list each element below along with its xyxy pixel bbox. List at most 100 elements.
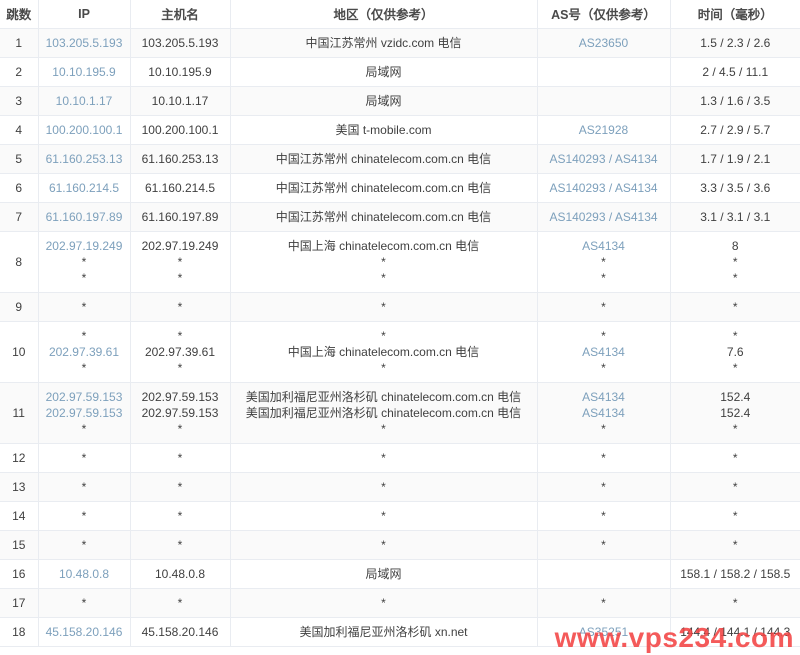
cell-line: 202.97.19.249 (141, 238, 219, 253)
cell-line: 61.160.214.5 (144, 180, 216, 195)
table-row: 2 10.10.195.9 10.10.195.9 局域网 2 / 4.5 / 11.… (0, 57, 800, 87)
cell-ip: 10.10.195.9 (37, 57, 130, 87)
as-link[interactable]: AS4134 (582, 405, 625, 420)
ip-link[interactable]: 100.200.100.1 (45, 122, 123, 137)
cell-line: 局域网 (365, 93, 402, 108)
cell-time: * 7.6 * (669, 321, 800, 383)
cell-host: * (129, 530, 230, 560)
cell-line: 10.10.1.17 (151, 93, 209, 108)
cell-ip: 202.97.19.249 * * (37, 231, 130, 293)
cell-line: * (601, 421, 606, 436)
cell-time: 158.1 / 158.2 / 158.5 (669, 559, 800, 589)
cell-ip: 103.205.5.193 (37, 28, 130, 58)
cell-line: * (601, 479, 606, 494)
hop-number: 12 (12, 450, 26, 465)
table-row: 12 * * * * * (0, 443, 800, 473)
as-link[interactable]: AS35251 (578, 624, 629, 639)
cell-host: 61.160.214.5 (129, 173, 230, 203)
cell-line: 美国加利福尼亚州洛杉矶 chinatelecom.com.cn 电信 (245, 389, 522, 404)
as-link[interactable]: AS4134 (582, 344, 625, 359)
cell-line: 中国上海 chinatelecom.com.cn 电信 (287, 344, 480, 359)
cell-host: 45.158.20.146 (129, 617, 230, 647)
ip-link[interactable]: 103.205.5.193 (45, 35, 123, 50)
as-link[interactable]: AS4134 (582, 238, 625, 253)
as-link[interactable]: AS4134 (582, 389, 625, 404)
ip-link[interactable]: 45.158.20.146 (45, 624, 123, 639)
as-link[interactable]: AS140293 / AS4134 (549, 180, 658, 195)
cell-as: * (536, 443, 670, 473)
cell-line: * (177, 479, 183, 494)
ip-link[interactable]: 61.160.253.13 (45, 151, 123, 166)
ip-link[interactable]: 10.48.0.8 (58, 566, 110, 581)
column-header-time: 时间（毫秒） (669, 0, 800, 29)
cell-line: * (81, 328, 87, 343)
ip-link[interactable]: 202.97.19.249 (45, 238, 123, 253)
cell-line: * (732, 450, 738, 465)
cell-line: 1.5 / 2.3 / 2.6 (700, 35, 771, 50)
ip-link[interactable]: 61.160.214.5 (48, 180, 120, 195)
cell-line: 3.3 / 3.5 / 3.6 (700, 180, 771, 195)
cell-line: * (732, 360, 738, 375)
table-row: 14 * * * * * (0, 501, 800, 531)
cell-line: 103.205.5.193 (141, 35, 219, 50)
cell-region: 局域网 (229, 57, 537, 87)
column-header-hop: 跳数 (0, 0, 38, 29)
cell-time: * (669, 530, 800, 560)
cell-host: * (129, 443, 230, 473)
ip-link[interactable]: 61.160.197.89 (45, 209, 123, 224)
cell-hop: 7 (0, 202, 38, 232)
cell-as: * (536, 472, 670, 502)
cell-line: * (177, 360, 183, 375)
cell-line: * (81, 450, 87, 465)
cell-line: 45.158.20.146 (141, 624, 219, 639)
cell-hop: 17 (0, 588, 38, 618)
cell-region: 美国 t-mobile.com (229, 115, 537, 145)
cell-region: 中国江苏常州 chinatelecom.com.cn 电信 (229, 173, 537, 203)
cell-line: * (601, 299, 606, 314)
cell-line: * (732, 328, 738, 343)
cell-host: 10.10.1.17 (129, 86, 230, 116)
cell-line (542, 93, 666, 109)
cell-ip: * (37, 588, 130, 618)
cell-time: * (669, 472, 800, 502)
cell-line: * (601, 508, 606, 523)
as-link[interactable]: AS140293 / AS4134 (549, 209, 658, 224)
cell-line: 10.10.195.9 (148, 64, 212, 79)
table-row: 8 202.97.19.249 * * 202.97.19.249 * * 中国上海 chin… (0, 231, 800, 293)
ip-link[interactable]: 202.97.59.153 (45, 405, 123, 420)
ip-link[interactable]: 202.97.59.153 (45, 389, 123, 404)
cell-ip: * (37, 443, 130, 473)
cell-time: * (669, 443, 800, 473)
cell-region: 局域网 (229, 559, 537, 589)
table-row: 6 61.160.214.5 61.160.214.5 中国江苏常州 chinatel… (0, 173, 800, 203)
cell-line: * (177, 328, 183, 343)
cell-line: * (381, 421, 386, 436)
column-header-region: 地区（仅供参考） (229, 0, 537, 29)
cell-line: 1.7 / 1.9 / 2.1 (700, 151, 771, 166)
as-link[interactable]: AS23650 (578, 35, 629, 50)
ip-link[interactable]: 202.97.39.61 (48, 344, 120, 359)
as-link[interactable]: AS140293 / AS4134 (549, 151, 658, 166)
cell-line: 局域网 (365, 566, 402, 581)
cell-ip: * (37, 501, 130, 531)
cell-ip: * (37, 530, 130, 560)
ip-link[interactable]: 10.10.1.17 (55, 93, 113, 108)
cell-line: * (381, 450, 386, 465)
cell-time: 1.7 / 1.9 / 2.1 (669, 144, 800, 174)
cell-as (536, 559, 670, 589)
cell-as: * (536, 530, 670, 560)
cell-as: * (536, 588, 670, 618)
cell-line: * (601, 537, 606, 552)
hop-number: 11 (12, 405, 25, 420)
cell-ip: * (37, 292, 130, 322)
cell-as: AS23650 (536, 28, 670, 58)
cell-line: * (732, 595, 738, 610)
as-link[interactable]: AS21928 (578, 122, 629, 137)
cell-time: * (669, 292, 800, 322)
hop-number: 7 (15, 209, 23, 224)
cell-line: * (732, 537, 738, 552)
cell-line: * (732, 479, 738, 494)
cell-line: * (601, 360, 606, 375)
cell-time: 2 / 4.5 / 11.1 (669, 57, 800, 87)
ip-link[interactable]: 10.10.195.9 (52, 64, 116, 79)
